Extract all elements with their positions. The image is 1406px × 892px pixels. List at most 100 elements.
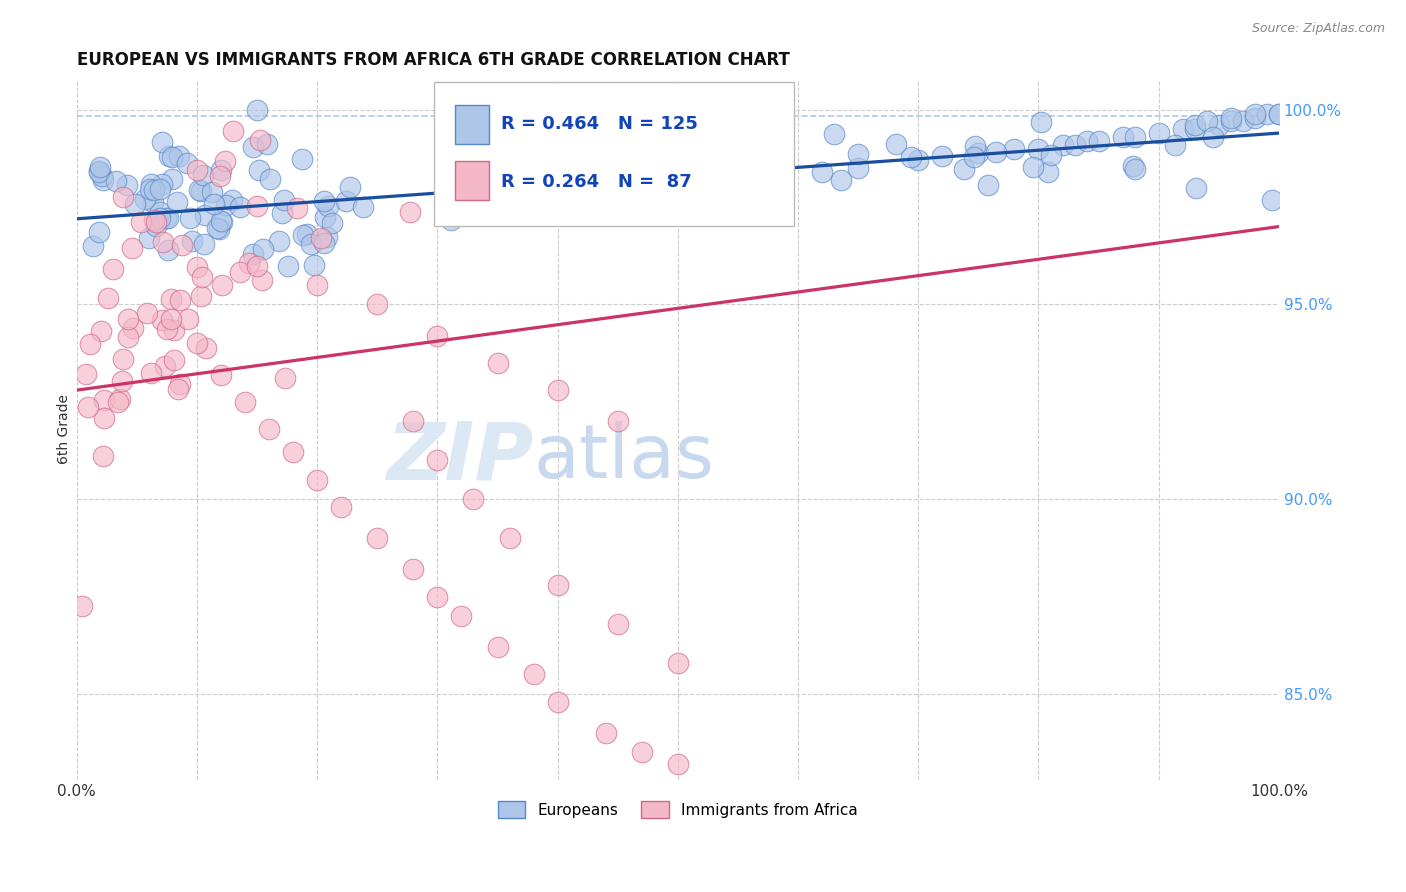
Point [1123,130,1146,145]
Point [193,168,215,182]
Text: R = 0.264   N =  87: R = 0.264 N = 87 [501,173,692,191]
Point [139,182,162,196]
Point [1123,162,1146,177]
Point [1122,159,1144,173]
Point [157,211,180,226]
Point [79,337,101,351]
Point [486,186,509,200]
Point [93,392,115,407]
Point [1256,106,1278,120]
Point [277,259,299,273]
Point [221,193,243,207]
Point [426,328,449,343]
Point [884,137,907,152]
Point [186,260,208,275]
Point [115,178,138,192]
Point [595,726,617,740]
Point [177,311,200,326]
Point [1111,130,1133,145]
Point [160,312,183,326]
Point [201,185,224,199]
Point [157,149,180,163]
Point [134,192,156,206]
Point [149,182,172,196]
Point [256,136,278,151]
Point [141,366,163,380]
Point [76,400,98,414]
Point [104,174,127,188]
Point [193,208,215,222]
Point [292,228,315,243]
Point [250,273,273,287]
Point [117,329,139,343]
Point [1029,115,1052,129]
Point [150,177,173,191]
Point [112,352,135,367]
Point [398,205,420,219]
Point [1184,118,1206,132]
Point [89,226,111,240]
Point [108,392,131,406]
Point [167,149,190,163]
Point [145,215,167,229]
Point [977,178,1000,192]
Point [339,180,361,194]
Point [91,449,114,463]
Point [179,211,201,225]
Y-axis label: 6th Grade: 6th Grade [58,394,72,464]
Point [209,368,232,382]
Point [188,183,211,197]
Point [270,205,292,219]
Point [309,231,332,245]
Point [142,195,165,210]
Point [186,336,208,351]
Point [233,394,256,409]
Point [606,616,628,631]
Point [169,293,191,308]
Point [1076,134,1098,148]
Point [135,306,157,320]
Point [295,227,318,241]
Point [149,211,172,226]
Point [259,172,281,186]
Point [1022,161,1045,175]
Point [1219,114,1241,128]
Point [440,212,463,227]
Point [181,235,204,249]
Point [1232,114,1254,128]
Point [101,262,124,277]
Point [246,259,269,273]
Point [1052,137,1074,152]
Point [285,201,308,215]
Point [87,164,110,178]
Point [907,153,929,168]
Point [97,291,120,305]
Point [307,277,329,292]
Point [312,236,335,251]
Point [163,352,186,367]
Point [156,322,179,336]
Point [112,190,135,204]
Text: Source: ZipAtlas.com: Source: ZipAtlas.com [1251,22,1385,36]
Text: atlas: atlas [533,421,714,493]
Point [402,414,425,428]
Point [1208,118,1230,132]
Point [176,156,198,170]
Point [160,172,183,186]
Text: ZIP: ZIP [387,418,533,496]
Point [547,383,569,397]
Point [166,195,188,210]
Point [139,177,162,191]
Point [87,164,110,178]
Point [242,140,264,154]
Point [150,313,173,327]
Point [666,757,689,772]
Point [547,695,569,709]
Point [1244,111,1267,125]
Point [214,153,236,168]
Point [1219,111,1241,125]
Point [249,133,271,147]
Point [107,395,129,409]
Point [846,161,869,176]
FancyBboxPatch shape [434,82,794,226]
